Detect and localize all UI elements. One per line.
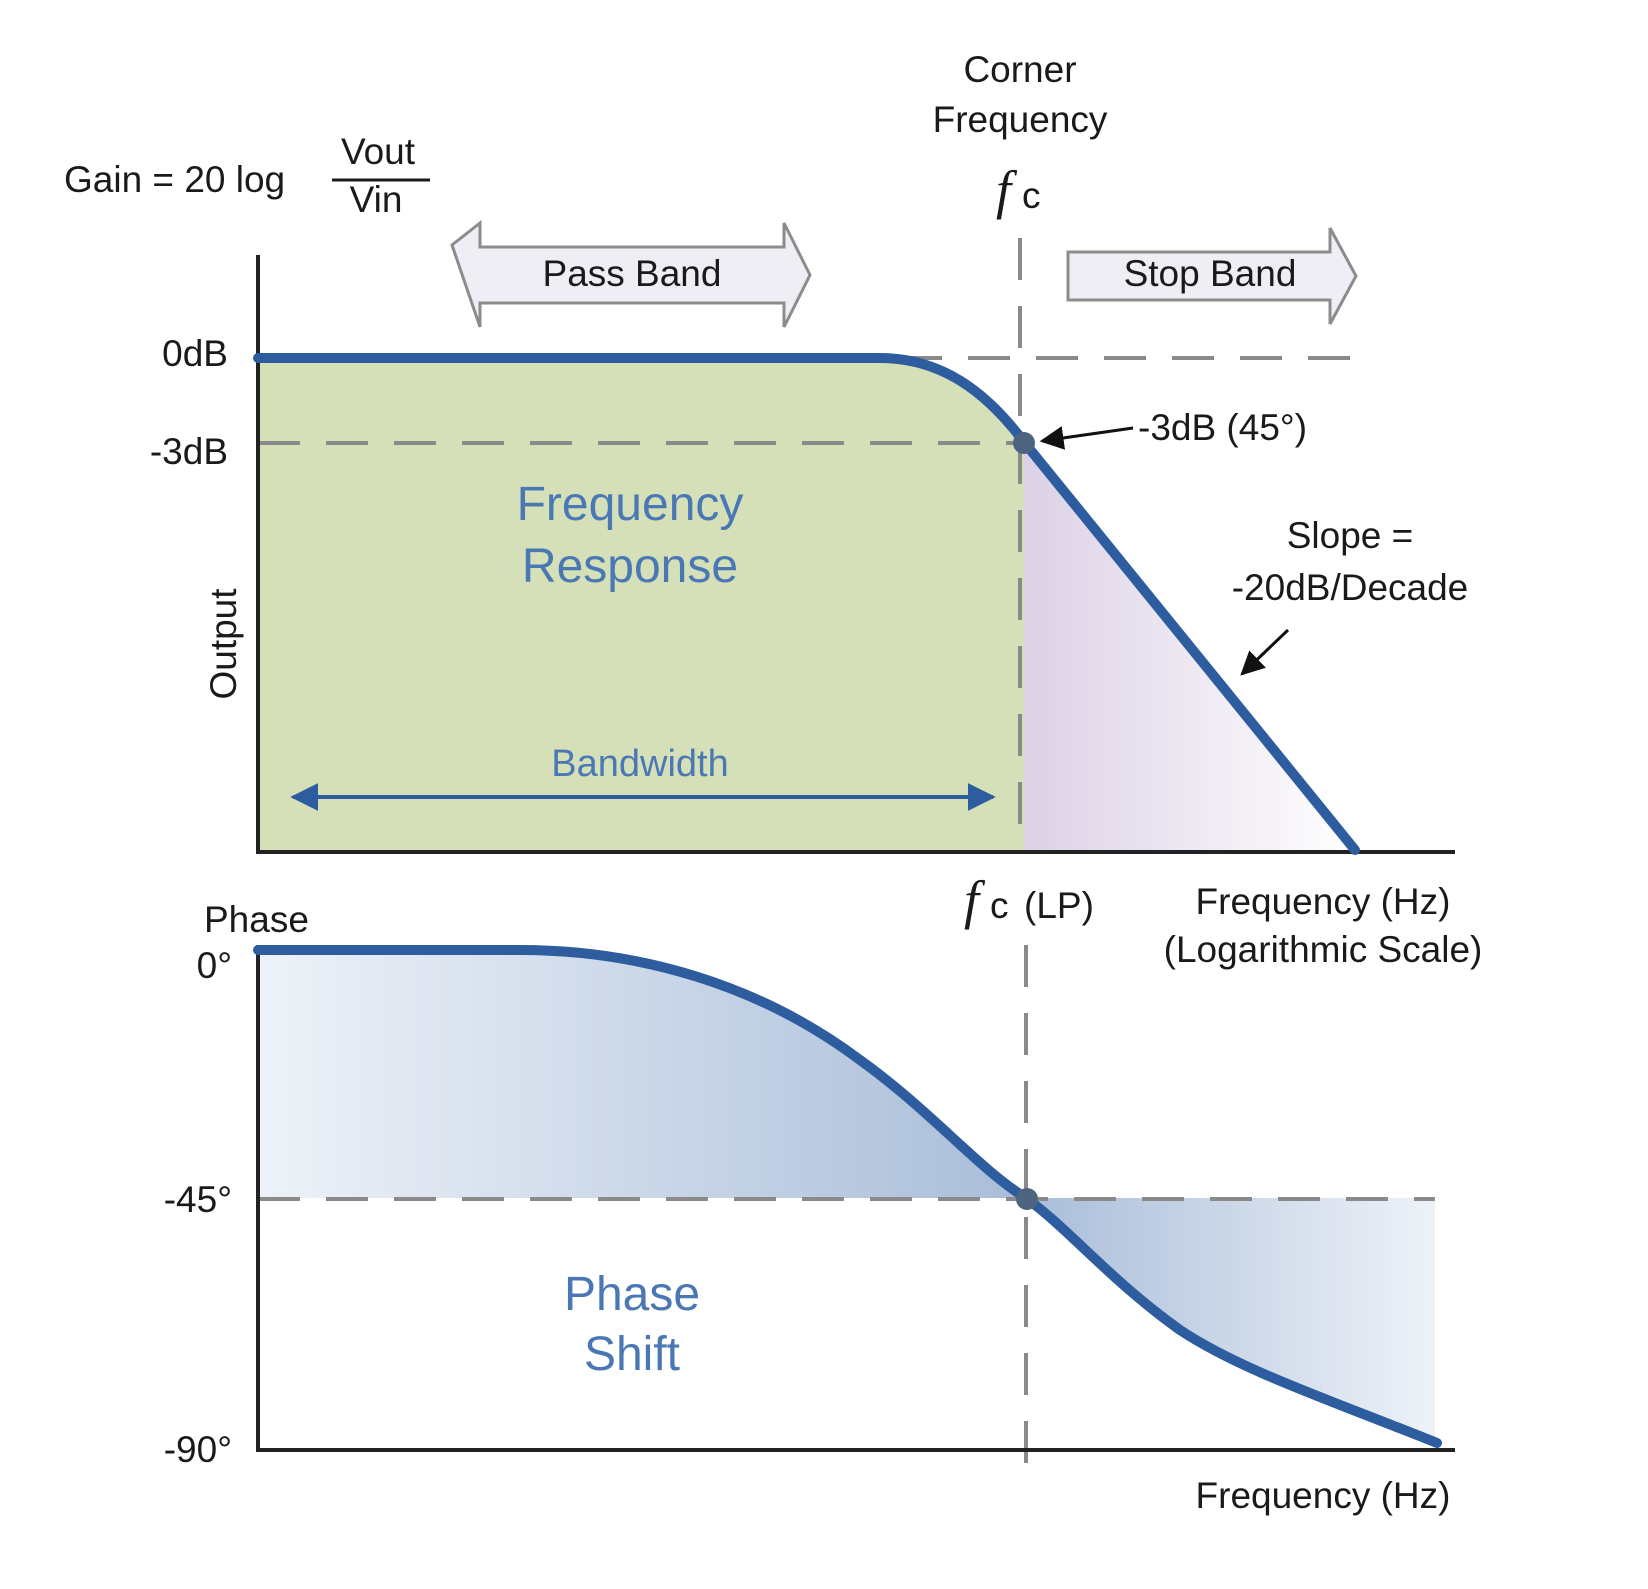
bandwidth-label: Bandwidth bbox=[551, 743, 728, 785]
gain-formula-numerator: Vout bbox=[341, 131, 416, 172]
passband-area bbox=[258, 356, 1024, 850]
fc-lp-suffix: (LP) bbox=[1024, 885, 1094, 926]
magnitude-y-axis-label: Output bbox=[203, 588, 244, 700]
magnitude-response-curve bbox=[253, 353, 1360, 855]
stop-band-arrow bbox=[1066, 227, 1358, 325]
slope-pointer-arrow bbox=[1240, 628, 1290, 676]
pass-band-arrow bbox=[450, 219, 812, 328]
gain-formula-denominator: Vin bbox=[350, 179, 403, 220]
stop-band-label: Stop Band bbox=[1124, 253, 1297, 294]
phase-area-left bbox=[258, 950, 1026, 1198]
phase-response-curve bbox=[253, 945, 1442, 1448]
phase-y-axis-label: Phase bbox=[204, 899, 309, 940]
slope-label-line2: -20dB/Decade bbox=[1232, 567, 1469, 608]
corner-frequency-subscript: c bbox=[1022, 175, 1041, 216]
pass-band-label: Pass Band bbox=[543, 253, 722, 294]
phase-area-right bbox=[1026, 1198, 1435, 1442]
corner-frequency-symbol: f bbox=[996, 160, 1018, 220]
minus-3db-point-label: -3dB (45°) bbox=[1138, 407, 1307, 448]
minus-3db-tick-label: -3dB bbox=[150, 431, 228, 472]
phase-minus90-tick-label: -90° bbox=[164, 1429, 232, 1470]
magnitude-x-axis-label-line1: Frequency (Hz) bbox=[1196, 881, 1451, 922]
fc-lp-symbol: f bbox=[964, 870, 986, 930]
fc-lp-subscript: c bbox=[990, 885, 1009, 926]
frequency-response-label-line2: Response bbox=[522, 540, 738, 593]
magnitude-x-axis-label-line2: (Logarithmic Scale) bbox=[1164, 929, 1483, 970]
phase-x-axis-label: Frequency (Hz) bbox=[1196, 1475, 1451, 1516]
frequency-response-label-line1: Frequency bbox=[517, 478, 744, 531]
gain-formula-prefix: Gain = 20 log bbox=[64, 159, 285, 200]
slope-label-line1: Slope = bbox=[1287, 515, 1414, 556]
phase-shift-label-line2: Shift bbox=[584, 1328, 680, 1381]
minus-45-point bbox=[1016, 1188, 1038, 1210]
zero-db-tick-label: 0dB bbox=[162, 333, 228, 374]
phase-shift-label-line1: Phase bbox=[564, 1268, 700, 1321]
phase-0-tick-label: 0° bbox=[197, 945, 232, 986]
corner-frequency-label-line1: Corner bbox=[963, 49, 1076, 90]
phase-minus45-tick-label: -45° bbox=[164, 1179, 232, 1220]
corner-frequency-label-line2: Frequency bbox=[933, 99, 1108, 140]
minus-3db-pointer-arrow bbox=[1039, 426, 1134, 450]
minus-3db-point bbox=[1013, 432, 1035, 454]
